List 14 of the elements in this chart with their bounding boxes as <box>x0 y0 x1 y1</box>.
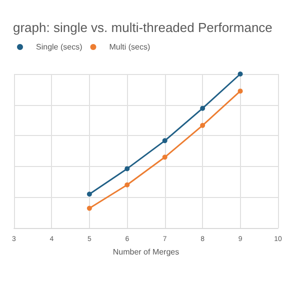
point <box>200 106 206 111</box>
point <box>238 88 243 94</box>
point <box>162 154 168 160</box>
point <box>86 206 92 211</box>
point <box>200 122 206 128</box>
legend-label: Multi (secs) <box>109 42 150 52</box>
chart-title: graph: single vs. multi-threaded Performance <box>13 20 272 35</box>
legend-label: Single (secs) <box>36 42 83 52</box>
point <box>86 192 92 197</box>
point <box>238 72 243 76</box>
point <box>162 138 168 144</box>
x-axis-title: Number of Merges <box>112 248 180 256</box>
point <box>124 166 130 172</box>
point <box>124 182 130 188</box>
